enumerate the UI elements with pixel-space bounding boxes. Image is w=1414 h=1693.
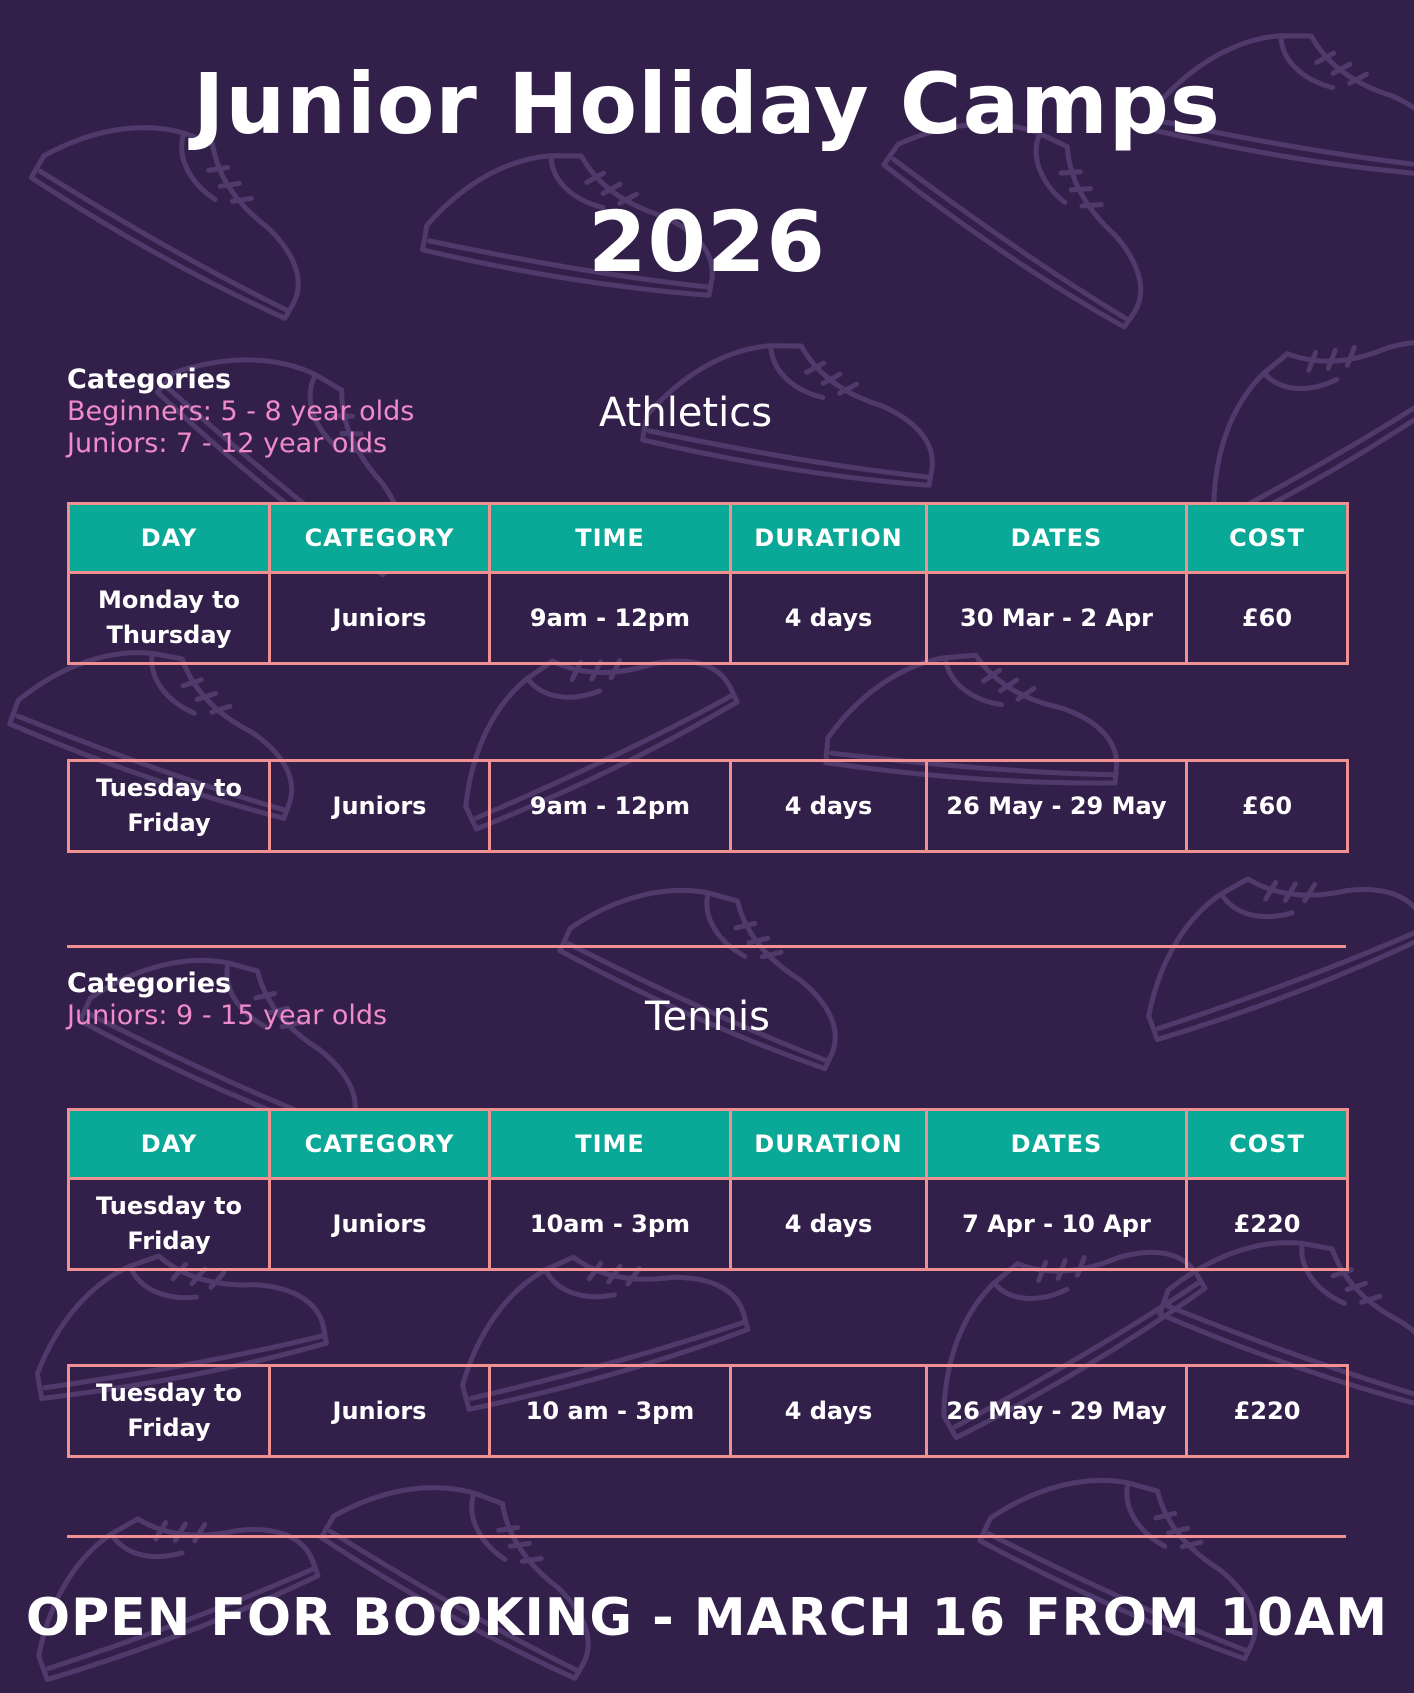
header-day: DAY [67,1108,271,1180]
cell-duration: 4 days [729,1177,928,1271]
cell-dates: 26 May - 29 May [925,1364,1188,1458]
header-cost: COST [1185,502,1349,574]
category-item: Juniors: 9 - 15 year olds [67,1000,388,1031]
cell-time: 10am - 3pm [488,1177,732,1271]
title-line-2: 2026 [588,193,826,291]
table-row: Monday to Thursday Juniors 9am - 12pm 4 … [67,571,1349,665]
page-title: Junior Holiday Camps 2026 [0,35,1414,311]
cell-category: Juniors [268,1364,491,1458]
section-divider [67,1535,1346,1538]
tennis-schedule-table-2: Tuesday to Friday Juniors 10 am - 3pm 4 … [67,1364,1349,1458]
cell-dates: 30 Mar - 2 Apr [925,571,1188,665]
cell-duration: 4 days [729,1364,928,1458]
title-line-1: Junior Holiday Camps [193,55,1221,153]
tennis-categories: Categories Juniors: 9 - 15 year olds [67,968,387,1032]
header-category: CATEGORY [268,1108,491,1180]
athletics-title: Athletics [599,390,773,436]
header-time: TIME [488,502,732,574]
cell-dates: 7 Apr - 10 Apr [925,1177,1188,1271]
cell-cost: £220 [1185,1364,1349,1458]
table-row: Tuesday to Friday Juniors 10am - 3pm 4 d… [67,1177,1349,1271]
category-item: Beginners: 5 - 8 year olds [67,396,415,427]
cell-duration: 4 days [729,571,928,665]
tennis-schedule-table: DAY CATEGORY TIME DURATION DATES COST Tu… [67,1108,1349,1271]
header-duration: DURATION [729,1108,928,1180]
categories-heading: Categories [67,968,232,999]
header-duration: DURATION [729,502,928,574]
cell-day: Tuesday to Friday [67,1364,271,1458]
cell-day: Tuesday to Friday [67,1177,271,1271]
table-row: Tuesday to Friday Juniors 10 am - 3pm 4 … [67,1364,1349,1458]
categories-heading: Categories [67,364,232,395]
cell-category: Juniors [268,1177,491,1271]
cell-day: Monday to Thursday [67,571,271,665]
header-cost: COST [1185,1108,1349,1180]
booking-announcement: OPEN FOR BOOKING - MARCH 16 FROM 10AM [25,1588,1389,1648]
category-item: Juniors: 7 - 12 year olds [67,428,388,459]
section-divider [67,945,1346,948]
cell-time: 9am - 12pm [488,571,732,665]
header-category: CATEGORY [268,502,491,574]
header-day: DAY [67,502,271,574]
table-row: Tuesday to Friday Juniors 9am - 12pm 4 d… [67,759,1349,853]
table-header-row: DAY CATEGORY TIME DURATION DATES COST [67,502,1349,574]
cell-time: 9am - 12pm [488,759,732,853]
athletics-schedule-table-2: Tuesday to Friday Juniors 9am - 12pm 4 d… [67,759,1349,853]
header-time: TIME [488,1108,732,1180]
cell-cost: £60 [1185,759,1349,853]
cell-category: Juniors [268,759,491,853]
header-dates: DATES [925,502,1188,574]
cell-cost: £220 [1185,1177,1349,1271]
athletics-schedule-table: DAY CATEGORY TIME DURATION DATES COST Mo… [67,502,1349,665]
cell-dates: 26 May - 29 May [925,759,1188,853]
table-header-row: DAY CATEGORY TIME DURATION DATES COST [67,1108,1349,1180]
athletics-categories: Categories Beginners: 5 - 8 year olds Ju… [67,364,414,460]
cell-day: Tuesday to Friday [67,759,271,853]
header-dates: DATES [925,1108,1188,1180]
cell-time: 10 am - 3pm [488,1364,732,1458]
tennis-title: Tennis [645,994,770,1040]
cell-cost: £60 [1185,571,1349,665]
cell-duration: 4 days [729,759,928,853]
cell-category: Juniors [268,571,491,665]
